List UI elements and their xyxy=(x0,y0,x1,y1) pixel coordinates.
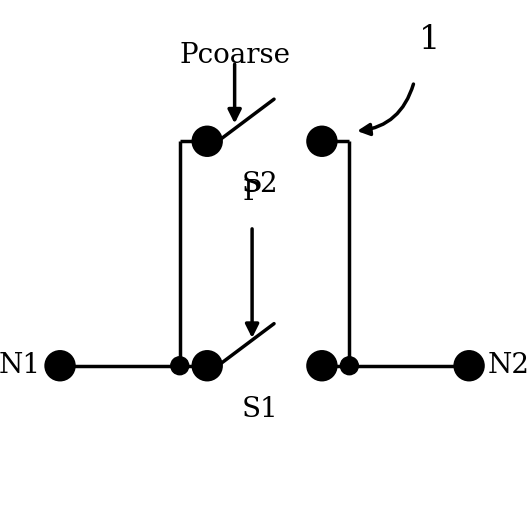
Circle shape xyxy=(193,352,221,380)
Circle shape xyxy=(193,127,221,155)
Text: N2: N2 xyxy=(488,352,529,379)
Circle shape xyxy=(308,127,336,155)
Text: S2: S2 xyxy=(241,171,278,198)
Text: P: P xyxy=(243,179,261,206)
Text: 1: 1 xyxy=(418,25,440,56)
FancyArrowPatch shape xyxy=(361,84,414,135)
Circle shape xyxy=(455,352,483,380)
Circle shape xyxy=(308,352,336,380)
Circle shape xyxy=(46,352,74,380)
Text: S1: S1 xyxy=(241,396,278,423)
Text: N1: N1 xyxy=(0,352,41,379)
Circle shape xyxy=(340,357,358,375)
Circle shape xyxy=(171,357,189,375)
Text: Pcoarse: Pcoarse xyxy=(179,41,290,69)
